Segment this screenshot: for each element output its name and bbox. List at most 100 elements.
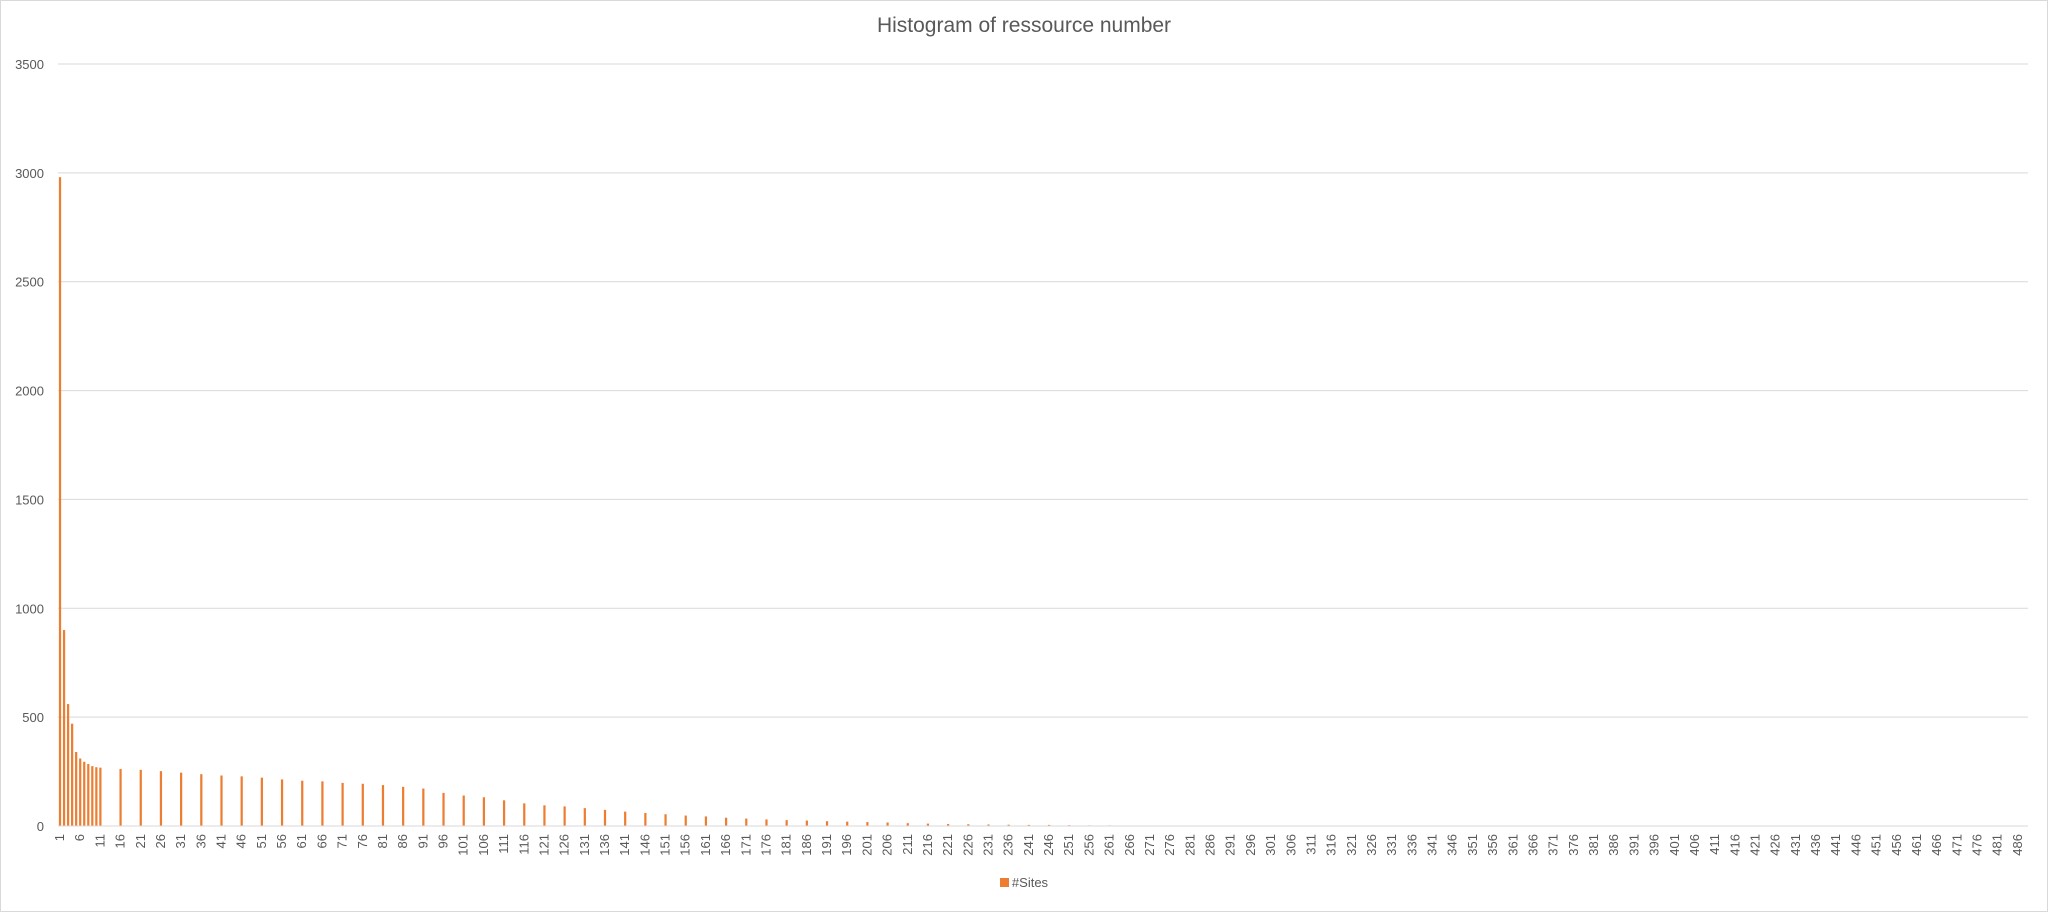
x-tick-label: 6 <box>72 834 87 841</box>
x-tick-label: 361 <box>1505 834 1520 856</box>
bar <box>79 758 82 826</box>
x-tick-label: 396 <box>1647 834 1662 856</box>
bar <box>846 821 849 826</box>
x-tick-label: 406 <box>1687 834 1702 856</box>
y-tick-label: 3500 <box>15 57 44 72</box>
x-tick-label: 301 <box>1263 834 1278 856</box>
x-tick-label: 221 <box>940 834 955 856</box>
x-tick-label: 41 <box>213 834 228 848</box>
x-tick-label: 201 <box>859 834 874 856</box>
x-tick-label: 81 <box>375 834 390 848</box>
bar <box>95 767 98 826</box>
x-tick-label: 21 <box>133 834 148 848</box>
x-tick-label: 466 <box>1929 834 1944 856</box>
x-tick-label: 76 <box>355 834 370 848</box>
x-tick-label: 231 <box>981 834 996 856</box>
x-tick-label: 266 <box>1122 834 1137 856</box>
x-tick-label: 101 <box>456 834 471 856</box>
x-tick-label: 271 <box>1142 834 1157 856</box>
x-tick-label: 371 <box>1546 834 1561 856</box>
x-tick-label: 401 <box>1667 834 1682 856</box>
y-tick-label: 1500 <box>15 492 44 507</box>
x-tick-label: 416 <box>1727 834 1742 856</box>
x-tick-label: 226 <box>960 834 975 856</box>
bar <box>341 782 344 826</box>
x-tick-label: 166 <box>718 834 733 856</box>
bar <box>543 805 546 826</box>
bar <box>260 777 263 826</box>
x-tick-label: 296 <box>1243 834 1258 856</box>
x-tick-label: 251 <box>1061 834 1076 856</box>
bar <box>724 817 728 826</box>
x-tick-label: 1 <box>52 834 67 841</box>
x-tick-label: 211 <box>900 834 915 855</box>
bar <box>71 723 74 826</box>
bar <box>1027 824 1030 826</box>
y-axis-ticks: 0 500 1000 1500 2000 2500 3000 3500 <box>15 57 44 834</box>
bar <box>624 811 627 826</box>
x-tick-label: 71 <box>335 834 350 848</box>
x-tick-label: 16 <box>113 834 128 848</box>
bar <box>321 781 324 826</box>
x-tick-label: 476 <box>1970 834 1985 856</box>
x-tick-label: 286 <box>1203 834 1218 856</box>
bar <box>947 824 950 826</box>
x-tick-label: 181 <box>779 834 794 856</box>
bar <box>422 788 425 826</box>
x-tick-label: 146 <box>637 834 652 856</box>
bar <box>482 797 486 826</box>
x-tick-label: 321 <box>1344 834 1359 856</box>
x-tick-label: 241 <box>1021 834 1036 856</box>
x-tick-label: 411 <box>1707 834 1722 855</box>
x-tick-label: 111 <box>496 834 511 854</box>
bar <box>180 772 183 826</box>
bar <box>58 177 62 826</box>
x-tick-label: 461 <box>1909 834 1924 856</box>
x-tick-label: 386 <box>1606 834 1621 856</box>
x-tick-label: 356 <box>1485 834 1500 856</box>
bar <box>906 823 909 826</box>
x-tick-label: 236 <box>1001 834 1016 856</box>
bar <box>280 779 284 826</box>
x-tick-label: 366 <box>1525 834 1540 856</box>
x-tick-label: 486 <box>2010 834 2025 856</box>
x-tick-label: 191 <box>819 834 834 856</box>
bar <box>745 818 748 826</box>
bar <box>563 806 566 826</box>
x-tick-label: 141 <box>617 834 632 856</box>
bar <box>825 821 829 826</box>
x-tick-label: 456 <box>1889 834 1904 856</box>
chart-title: Histogram of ressource number <box>876 14 1172 37</box>
x-tick-label: 336 <box>1404 834 1419 856</box>
x-tick-label: 471 <box>1949 834 1964 856</box>
x-tick-label: 326 <box>1364 834 1379 856</box>
y-tick-label: 3000 <box>15 166 44 181</box>
x-tick-label: 171 <box>738 834 753 856</box>
bar <box>402 786 405 826</box>
x-tick-label: 86 <box>395 834 410 848</box>
x-tick-label: 156 <box>678 834 693 856</box>
x-tick-label: 36 <box>193 834 208 848</box>
x-tick-label: 446 <box>1848 834 1863 856</box>
bar <box>301 780 304 826</box>
y-tick-label: 500 <box>22 710 44 725</box>
x-tick-label: 381 <box>1586 834 1601 856</box>
bar <box>200 774 203 826</box>
legend: #Sites <box>0 875 2048 890</box>
x-tick-label: 206 <box>880 834 895 856</box>
bar <box>664 814 667 826</box>
bar <box>583 808 586 826</box>
bar <box>603 809 607 826</box>
x-tick-label: 316 <box>1324 834 1339 856</box>
bar <box>785 820 788 826</box>
x-tick-label: 176 <box>758 834 773 856</box>
bar <box>462 795 465 826</box>
x-tick-label: 26 <box>153 834 168 848</box>
x-tick-label: 131 <box>577 834 592 856</box>
x-tick-label: 276 <box>1162 834 1177 856</box>
bar <box>1047 824 1051 826</box>
x-tick-label: 196 <box>839 834 854 856</box>
x-tick-label: 121 <box>536 834 551 856</box>
x-tick-label: 331 <box>1384 834 1399 856</box>
bar <box>704 816 708 826</box>
